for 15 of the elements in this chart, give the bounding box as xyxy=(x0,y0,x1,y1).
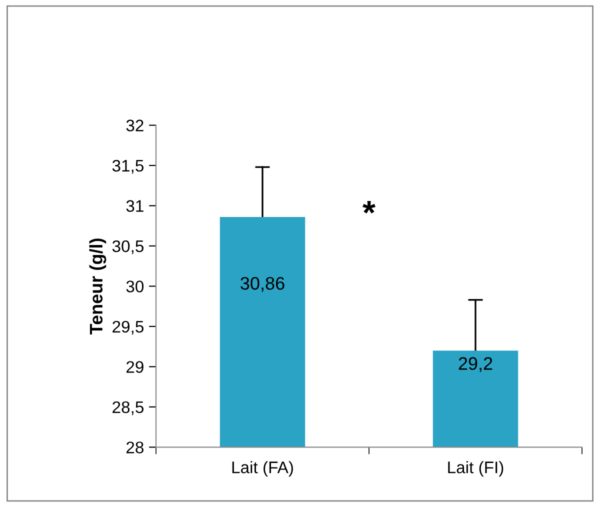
y-tick-label: 31 xyxy=(126,200,144,212)
data-label: 29,2 xyxy=(458,357,492,372)
y-axis-title: Teneur (g/l) xyxy=(89,238,106,334)
annotation: * xyxy=(362,201,376,214)
y-tick-label: 29 xyxy=(126,361,144,373)
y-tick-label: 30 xyxy=(126,280,144,292)
y-tick-label: 32 xyxy=(126,120,144,132)
y-tick-label: 30,5 xyxy=(112,240,144,254)
y-tick-label: 28 xyxy=(126,442,144,454)
data-label: 30,86 xyxy=(240,276,284,292)
y-tick-label: 28,5 xyxy=(112,401,144,416)
x-tick-label: Lait (FA) xyxy=(232,461,293,477)
x-tick-label: Lait (FI) xyxy=(448,461,504,477)
y-tick-label: 31,5 xyxy=(112,160,144,174)
y-tick-label: 29,5 xyxy=(112,320,144,335)
